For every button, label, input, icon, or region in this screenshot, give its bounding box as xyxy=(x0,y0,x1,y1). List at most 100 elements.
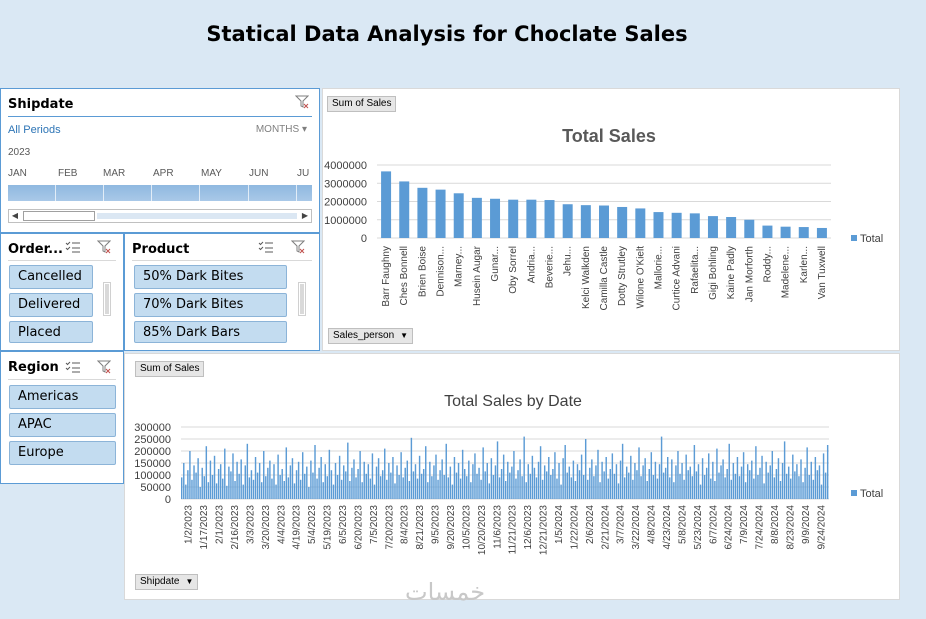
bar xyxy=(648,469,650,499)
sum-of-sales-button[interactable]: Sum of Sales xyxy=(135,361,205,377)
sales-person-field-button[interactable]: Sales_person ▼ xyxy=(328,328,414,344)
bar xyxy=(720,465,722,499)
region-item-americas[interactable]: Americas xyxy=(9,385,116,409)
bar xyxy=(234,481,236,499)
x-tick-label: 3/7/2024 xyxy=(616,505,627,544)
order-slicer-scrollbar[interactable] xyxy=(103,282,111,316)
clear-filter-icon[interactable] xyxy=(97,240,111,254)
region-item-europe[interactable]: Europe xyxy=(9,441,116,465)
bar xyxy=(297,461,300,499)
bar xyxy=(638,447,640,499)
bar xyxy=(736,457,739,499)
bar xyxy=(185,484,187,499)
bar xyxy=(804,467,806,499)
clear-filter-icon[interactable] xyxy=(295,95,309,109)
product-item-50-dark-bites[interactable]: 50% Dark Bites xyxy=(134,265,287,289)
bar xyxy=(289,465,292,499)
all-periods-link[interactable]: All Periods xyxy=(8,124,61,136)
bar xyxy=(347,442,349,499)
month-label: FEB xyxy=(58,168,78,179)
bar xyxy=(209,460,212,499)
product-slicer-scrollbar[interactable] xyxy=(298,282,306,316)
legend-swatch xyxy=(851,235,857,241)
bar xyxy=(757,475,759,499)
bar xyxy=(215,483,218,499)
product-slicer[interactable]: Product 50% Dark Bites 70% Dark Bites 85… xyxy=(124,233,320,351)
bar xyxy=(546,471,548,499)
scroll-right-icon[interactable]: ▶ xyxy=(301,211,309,220)
bar xyxy=(455,472,458,499)
bar xyxy=(484,471,486,499)
total-sales-chart[interactable]: Sum of Sales Sales_person ▼ Total Sales 0 1… xyxy=(322,88,900,351)
y-tick-label: 3000000 xyxy=(324,178,367,190)
x-tick-label: Beverie... xyxy=(545,246,556,288)
bar xyxy=(652,475,655,499)
shipdate-timeline[interactable]: Shipdate All Periods MONTHS ▾ 2023 JAN F… xyxy=(0,88,320,233)
bar xyxy=(199,487,201,499)
bar xyxy=(472,464,474,499)
bar xyxy=(386,479,388,499)
bar xyxy=(332,484,335,499)
bar xyxy=(381,171,392,238)
bar xyxy=(664,467,667,499)
bar xyxy=(441,459,443,499)
scroll-thumb[interactable] xyxy=(23,211,95,221)
multi-select-icon[interactable] xyxy=(258,240,274,254)
bar xyxy=(515,478,517,499)
bar xyxy=(304,473,306,499)
total-sales-by-date-chart[interactable]: Sum of Sales Shipdate ▼ Total Sales by Da… xyxy=(124,353,900,600)
y-tick-label: 1000000 xyxy=(324,215,367,227)
bar xyxy=(224,448,226,499)
bar xyxy=(431,476,433,499)
bar xyxy=(636,470,638,499)
bar xyxy=(388,463,390,499)
bar xyxy=(371,453,374,499)
multi-select-icon[interactable] xyxy=(65,360,81,374)
bar xyxy=(263,451,265,499)
product-item-85-dark-bars[interactable]: 85% Dark Bars xyxy=(134,321,287,343)
bar xyxy=(716,448,718,499)
clear-filter-icon[interactable] xyxy=(97,360,111,374)
bar xyxy=(394,483,396,499)
bar xyxy=(529,473,532,499)
region-item-apac[interactable]: APAC xyxy=(9,413,116,437)
clear-filter-icon[interactable] xyxy=(291,240,305,254)
scroll-left-icon[interactable]: ◀ xyxy=(11,211,19,220)
order-item-cancelled[interactable]: Cancelled xyxy=(9,265,93,289)
sum-of-sales-button[interactable]: Sum of Sales xyxy=(327,96,397,112)
bar xyxy=(653,212,664,238)
product-item-70-dark-bites[interactable]: 70% Dark Bites xyxy=(134,293,287,317)
legend-label: Total xyxy=(860,488,883,500)
order-item-placed[interactable]: Placed xyxy=(9,321,93,343)
shipdate-field-button[interactable]: Shipdate ▼ xyxy=(135,574,199,590)
bar xyxy=(613,473,616,499)
bar xyxy=(777,458,780,499)
bar xyxy=(490,198,501,238)
time-level-dropdown[interactable]: MONTHS ▾ xyxy=(256,124,307,135)
x-tick-label: 7/24/2024 xyxy=(755,505,766,550)
x-tick-label: 9/20/2023 xyxy=(446,505,457,550)
x-tick-label: Oby Sorrel xyxy=(508,246,519,294)
bar xyxy=(240,459,242,499)
bar xyxy=(541,479,544,499)
x-tick-label: 2/1/2023 xyxy=(215,505,226,544)
timeline-period-bar[interactable] xyxy=(8,185,312,201)
order-slicer[interactable]: Order... Cancelled Delivered Placed xyxy=(0,233,124,351)
legend-label: Total xyxy=(860,233,883,245)
bar xyxy=(191,479,193,499)
bar xyxy=(414,464,417,499)
bar xyxy=(349,481,351,499)
total-sales-by-date-plot: Total Sales by Date 050000100000150000200… xyxy=(134,393,883,555)
bar xyxy=(699,484,702,499)
bar xyxy=(435,189,446,238)
region-slicer[interactable]: Region Americas APAC Europe xyxy=(0,351,124,484)
bar xyxy=(644,458,646,499)
x-tick-label: 4/23/2024 xyxy=(662,505,673,550)
multi-select-icon[interactable] xyxy=(65,240,81,254)
bar xyxy=(367,464,370,499)
x-tick-label: 4/19/2023 xyxy=(292,505,303,550)
order-item-delivered[interactable]: Delivered xyxy=(9,293,93,317)
bar xyxy=(685,454,687,499)
timeline-scrollbar[interactable]: ◀ ▶ xyxy=(8,209,312,223)
bar xyxy=(379,476,382,499)
